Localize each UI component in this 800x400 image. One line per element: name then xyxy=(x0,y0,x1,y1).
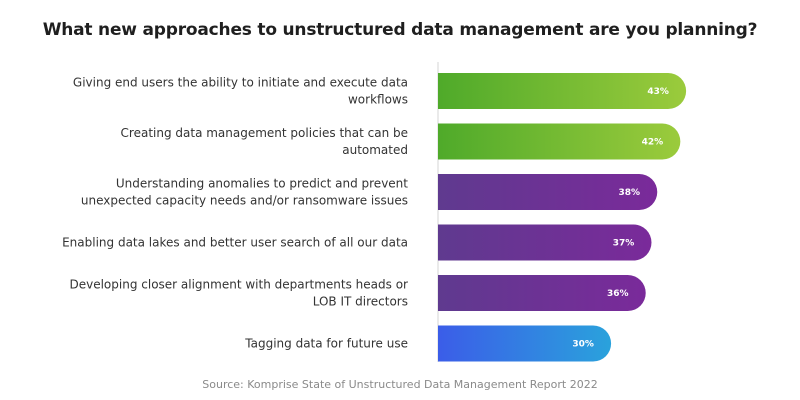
category-label: Giving end users the ability to initiate… xyxy=(73,76,408,107)
value-label: 37% xyxy=(613,239,635,249)
category-label: Understanding anomalies to predict and p… xyxy=(81,177,408,208)
value-label: 30% xyxy=(572,340,594,350)
category-label-line: Enabling data lakes and better user sear… xyxy=(62,236,408,250)
category-label: Tagging data for future use xyxy=(244,337,408,351)
source-note: Source: Komprise State of Unstructured D… xyxy=(202,378,598,391)
value-label: 42% xyxy=(642,138,664,148)
category-label-line: Developing closer alignment with departm… xyxy=(69,278,408,292)
bar xyxy=(438,275,646,311)
bar xyxy=(438,224,652,261)
category-label-line: LOB IT directors xyxy=(313,295,408,309)
category-label-line: workflows xyxy=(348,93,408,107)
bars-group: 43% Giving end users the ability to initi… xyxy=(62,73,687,362)
value-label: 38% xyxy=(618,188,640,198)
bar xyxy=(438,174,658,210)
category-label-line: Giving end users the ability to initiate… xyxy=(73,76,408,90)
category-label-line: Understanding anomalies to predict and p… xyxy=(116,177,408,191)
category-label: Creating data management policies that c… xyxy=(121,126,408,157)
chart-title: What new approaches to unstructured data… xyxy=(42,20,758,40)
category-label-line: unexpected capacity needs and/or ransomw… xyxy=(81,194,408,208)
value-label: 36% xyxy=(607,289,629,299)
bar xyxy=(438,123,681,160)
category-label: Enabling data lakes and better user sear… xyxy=(62,236,408,250)
bar xyxy=(438,73,687,109)
bar xyxy=(438,325,612,362)
category-label-line: automated xyxy=(342,143,408,157)
category-label-line: Creating data management policies that c… xyxy=(121,126,408,140)
category-label: Developing closer alignment with departm… xyxy=(69,278,408,309)
value-label: 43% xyxy=(647,87,669,97)
category-label-line: Tagging data for future use xyxy=(244,337,408,351)
